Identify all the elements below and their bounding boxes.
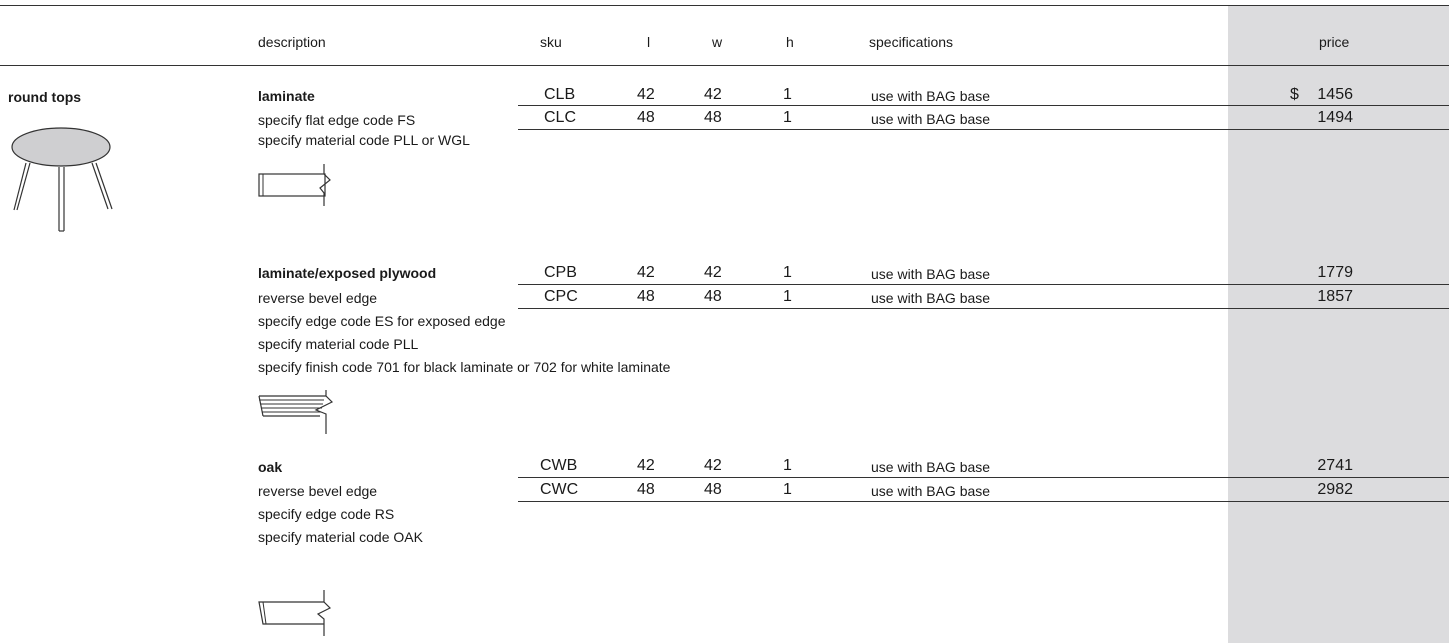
note-text: specify finish code 701 for black lamina… bbox=[258, 359, 671, 375]
width-cell: 48 bbox=[704, 109, 722, 126]
row-rule bbox=[518, 501, 1449, 502]
note-text: reverse bevel edge bbox=[258, 483, 378, 499]
price-cell: 2982 bbox=[1317, 481, 1353, 498]
category-label: round tops bbox=[8, 89, 82, 105]
sku-cell: CWB bbox=[540, 457, 578, 474]
section-title-laminate-plywood: laminate/exposed plywood bbox=[258, 265, 437, 281]
height-cell: 1 bbox=[783, 481, 792, 498]
width-cell: 48 bbox=[704, 288, 722, 305]
header-h: h bbox=[786, 34, 794, 50]
height-cell: 1 bbox=[783, 264, 792, 281]
section-title-oak: oak bbox=[258, 459, 283, 475]
header-sku: sku bbox=[540, 34, 562, 50]
spec-cell: use with BAG base bbox=[871, 111, 991, 127]
sku-cell: CPC bbox=[544, 288, 578, 305]
sku-cell: CWC bbox=[540, 481, 579, 498]
header-w: w bbox=[712, 34, 723, 50]
reverse-bevel-edge-profile-icon bbox=[258, 590, 332, 636]
height-cell: 1 bbox=[783, 457, 792, 474]
width-cell: 42 bbox=[704, 457, 722, 474]
price-cell: 1494 bbox=[1317, 109, 1353, 126]
note-text: specify material code PLL bbox=[258, 336, 419, 352]
row-rule bbox=[518, 308, 1449, 309]
width-cell: 42 bbox=[704, 86, 722, 103]
spec-cell: use with BAG base bbox=[871, 290, 991, 306]
round-table-icon bbox=[11, 127, 113, 232]
length-cell: 48 bbox=[637, 481, 655, 498]
height-cell: 1 bbox=[783, 86, 792, 103]
height-cell: 1 bbox=[783, 288, 792, 305]
length-cell: 42 bbox=[637, 264, 655, 281]
price-column-background bbox=[1228, 6, 1449, 643]
price-cell: 2741 bbox=[1317, 457, 1353, 474]
spec-cell: use with BAG base bbox=[871, 266, 991, 282]
note-text: reverse bevel edge bbox=[258, 290, 378, 306]
sku-cell: CPB bbox=[544, 264, 577, 281]
width-cell: 48 bbox=[704, 481, 722, 498]
row-rule bbox=[518, 477, 1449, 478]
top-rule bbox=[0, 5, 1449, 6]
height-cell: 1 bbox=[783, 109, 792, 126]
currency-symbol: $ bbox=[1290, 86, 1299, 103]
flat-edge-profile-icon bbox=[258, 164, 331, 206]
width-cell: 42 bbox=[704, 264, 722, 281]
row-rule bbox=[518, 129, 1449, 130]
note-text: specify flat edge code FS bbox=[258, 112, 416, 128]
section-title-laminate: laminate bbox=[258, 88, 315, 104]
note-text: specify material code PLL or WGL bbox=[258, 132, 470, 148]
header-rule bbox=[0, 65, 1449, 66]
exposed-plywood-edge-profile-icon bbox=[258, 390, 334, 434]
note-text: specify material code OAK bbox=[258, 529, 423, 545]
header-l: l bbox=[647, 34, 651, 50]
spec-cell: use with BAG base bbox=[871, 483, 991, 499]
price-cell: 1857 bbox=[1317, 288, 1353, 305]
header-description: description bbox=[258, 34, 326, 50]
length-cell: 48 bbox=[637, 109, 655, 126]
header-specifications: specifications bbox=[869, 34, 954, 50]
note-text: specify edge code RS bbox=[258, 506, 395, 522]
sku-cell: CLB bbox=[544, 86, 576, 103]
length-cell: 42 bbox=[637, 86, 655, 103]
length-cell: 48 bbox=[637, 288, 655, 305]
row-rule bbox=[518, 284, 1449, 285]
price-cell: 1456 bbox=[1317, 86, 1353, 103]
spec-cell: use with BAG base bbox=[871, 459, 991, 475]
length-cell: 42 bbox=[637, 457, 655, 474]
row-rule bbox=[518, 105, 1449, 106]
note-text: specify edge code ES for exposed edge bbox=[258, 313, 506, 329]
price-cell: 1779 bbox=[1317, 264, 1353, 281]
header-price: price bbox=[1319, 34, 1350, 50]
sku-cell: CLC bbox=[544, 109, 577, 126]
spec-cell: use with BAG base bbox=[871, 88, 991, 104]
